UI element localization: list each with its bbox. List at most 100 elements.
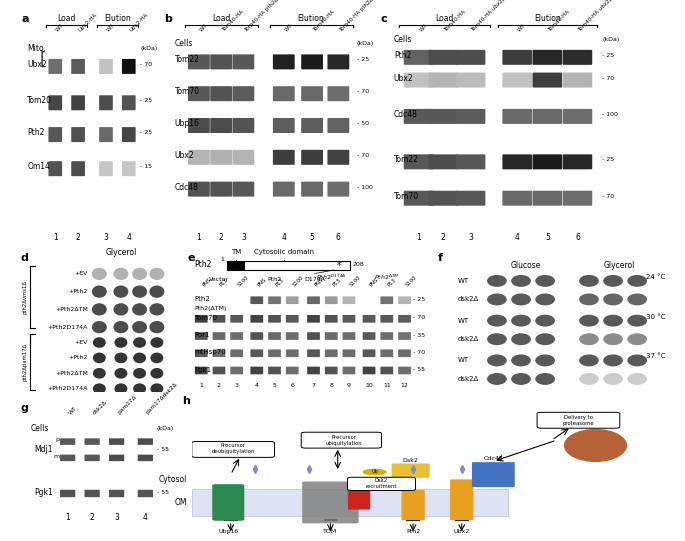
FancyBboxPatch shape (71, 59, 85, 74)
FancyBboxPatch shape (122, 127, 136, 142)
Circle shape (511, 293, 531, 306)
Text: Precursor
ubiquitylation: Precursor ubiquitylation (325, 435, 362, 446)
Circle shape (133, 337, 146, 348)
FancyBboxPatch shape (537, 412, 620, 428)
Text: Tom22: Tom22 (175, 55, 199, 64)
FancyBboxPatch shape (138, 490, 153, 497)
Circle shape (511, 373, 531, 385)
FancyBboxPatch shape (301, 182, 323, 196)
Text: 4: 4 (282, 233, 286, 242)
FancyBboxPatch shape (403, 50, 434, 65)
Circle shape (579, 293, 599, 306)
Text: TM: TM (231, 249, 241, 255)
Circle shape (627, 354, 647, 366)
Text: dsk2Δ: dsk2Δ (458, 296, 479, 302)
FancyBboxPatch shape (307, 349, 320, 357)
FancyBboxPatch shape (251, 332, 263, 340)
Text: p: p (55, 437, 59, 443)
FancyBboxPatch shape (362, 332, 375, 340)
Text: Tom70: Tom70 (394, 192, 419, 201)
FancyBboxPatch shape (325, 296, 338, 304)
Text: - 100: - 100 (356, 184, 373, 189)
FancyBboxPatch shape (398, 349, 411, 357)
FancyBboxPatch shape (401, 490, 425, 520)
Circle shape (151, 353, 163, 363)
Text: PNS: PNS (201, 277, 212, 288)
Circle shape (132, 268, 147, 280)
FancyBboxPatch shape (210, 150, 232, 165)
Text: 1: 1 (53, 233, 58, 242)
Text: Om14: Om14 (27, 162, 50, 171)
Text: D174A: D174A (304, 277, 325, 282)
FancyBboxPatch shape (230, 349, 243, 357)
Text: Cells: Cells (30, 424, 49, 433)
Text: S100: S100 (349, 275, 362, 288)
FancyBboxPatch shape (325, 332, 338, 340)
Text: Vector: Vector (209, 277, 229, 282)
FancyBboxPatch shape (532, 109, 562, 124)
Circle shape (535, 315, 555, 327)
Circle shape (627, 315, 647, 327)
FancyBboxPatch shape (268, 367, 281, 374)
Text: 1: 1 (199, 383, 203, 388)
Text: Tom70: Tom70 (175, 87, 200, 96)
Text: 2: 2 (219, 233, 223, 242)
Text: - 55: - 55 (157, 490, 169, 494)
FancyBboxPatch shape (307, 315, 320, 322)
FancyBboxPatch shape (49, 127, 62, 142)
Text: Load: Load (58, 15, 76, 23)
Circle shape (511, 354, 531, 366)
FancyBboxPatch shape (188, 55, 210, 69)
FancyBboxPatch shape (192, 489, 508, 516)
Circle shape (114, 353, 127, 363)
FancyBboxPatch shape (212, 484, 245, 521)
Text: 4: 4 (126, 233, 132, 242)
Circle shape (487, 333, 507, 345)
Circle shape (92, 268, 107, 280)
FancyBboxPatch shape (380, 332, 393, 340)
Text: P13: P13 (387, 278, 397, 288)
Circle shape (114, 321, 128, 333)
FancyBboxPatch shape (307, 332, 320, 340)
FancyBboxPatch shape (188, 118, 210, 133)
Text: Elution: Elution (298, 15, 325, 23)
FancyBboxPatch shape (398, 315, 411, 322)
Text: P13: P13 (332, 278, 342, 288)
FancyBboxPatch shape (84, 454, 100, 461)
Text: 208: 208 (353, 262, 364, 267)
Text: Pth2(ΔTM): Pth2(ΔTM) (194, 306, 227, 311)
FancyBboxPatch shape (122, 161, 136, 176)
Text: *: * (337, 261, 342, 270)
Circle shape (114, 286, 128, 298)
FancyBboxPatch shape (60, 490, 75, 497)
Text: - 70: - 70 (356, 89, 369, 94)
FancyBboxPatch shape (268, 296, 281, 304)
Text: WT: WT (68, 405, 78, 415)
Circle shape (535, 275, 555, 287)
Text: - 100: - 100 (602, 112, 618, 117)
Text: 2: 2 (441, 233, 445, 242)
FancyBboxPatch shape (188, 182, 210, 196)
FancyBboxPatch shape (342, 315, 356, 322)
FancyBboxPatch shape (380, 315, 393, 322)
Circle shape (92, 321, 107, 333)
Text: 6: 6 (290, 383, 294, 388)
Text: 1: 1 (416, 233, 421, 242)
FancyBboxPatch shape (232, 86, 254, 101)
Text: WT: WT (419, 23, 428, 32)
FancyBboxPatch shape (403, 154, 434, 169)
Text: 7: 7 (312, 383, 316, 388)
Text: - 70: - 70 (140, 62, 152, 67)
FancyBboxPatch shape (138, 454, 153, 461)
FancyBboxPatch shape (301, 432, 382, 448)
Text: 30 °C: 30 °C (646, 314, 666, 320)
Text: Dsk2
recruitment: Dsk2 recruitment (366, 478, 397, 489)
Text: - 25: - 25 (356, 57, 369, 62)
FancyBboxPatch shape (109, 454, 124, 461)
FancyBboxPatch shape (301, 55, 323, 69)
FancyBboxPatch shape (273, 150, 295, 165)
Text: Proteasome: Proteasome (577, 422, 614, 427)
Text: 1: 1 (221, 256, 225, 262)
Circle shape (149, 321, 164, 333)
FancyBboxPatch shape (212, 349, 225, 357)
